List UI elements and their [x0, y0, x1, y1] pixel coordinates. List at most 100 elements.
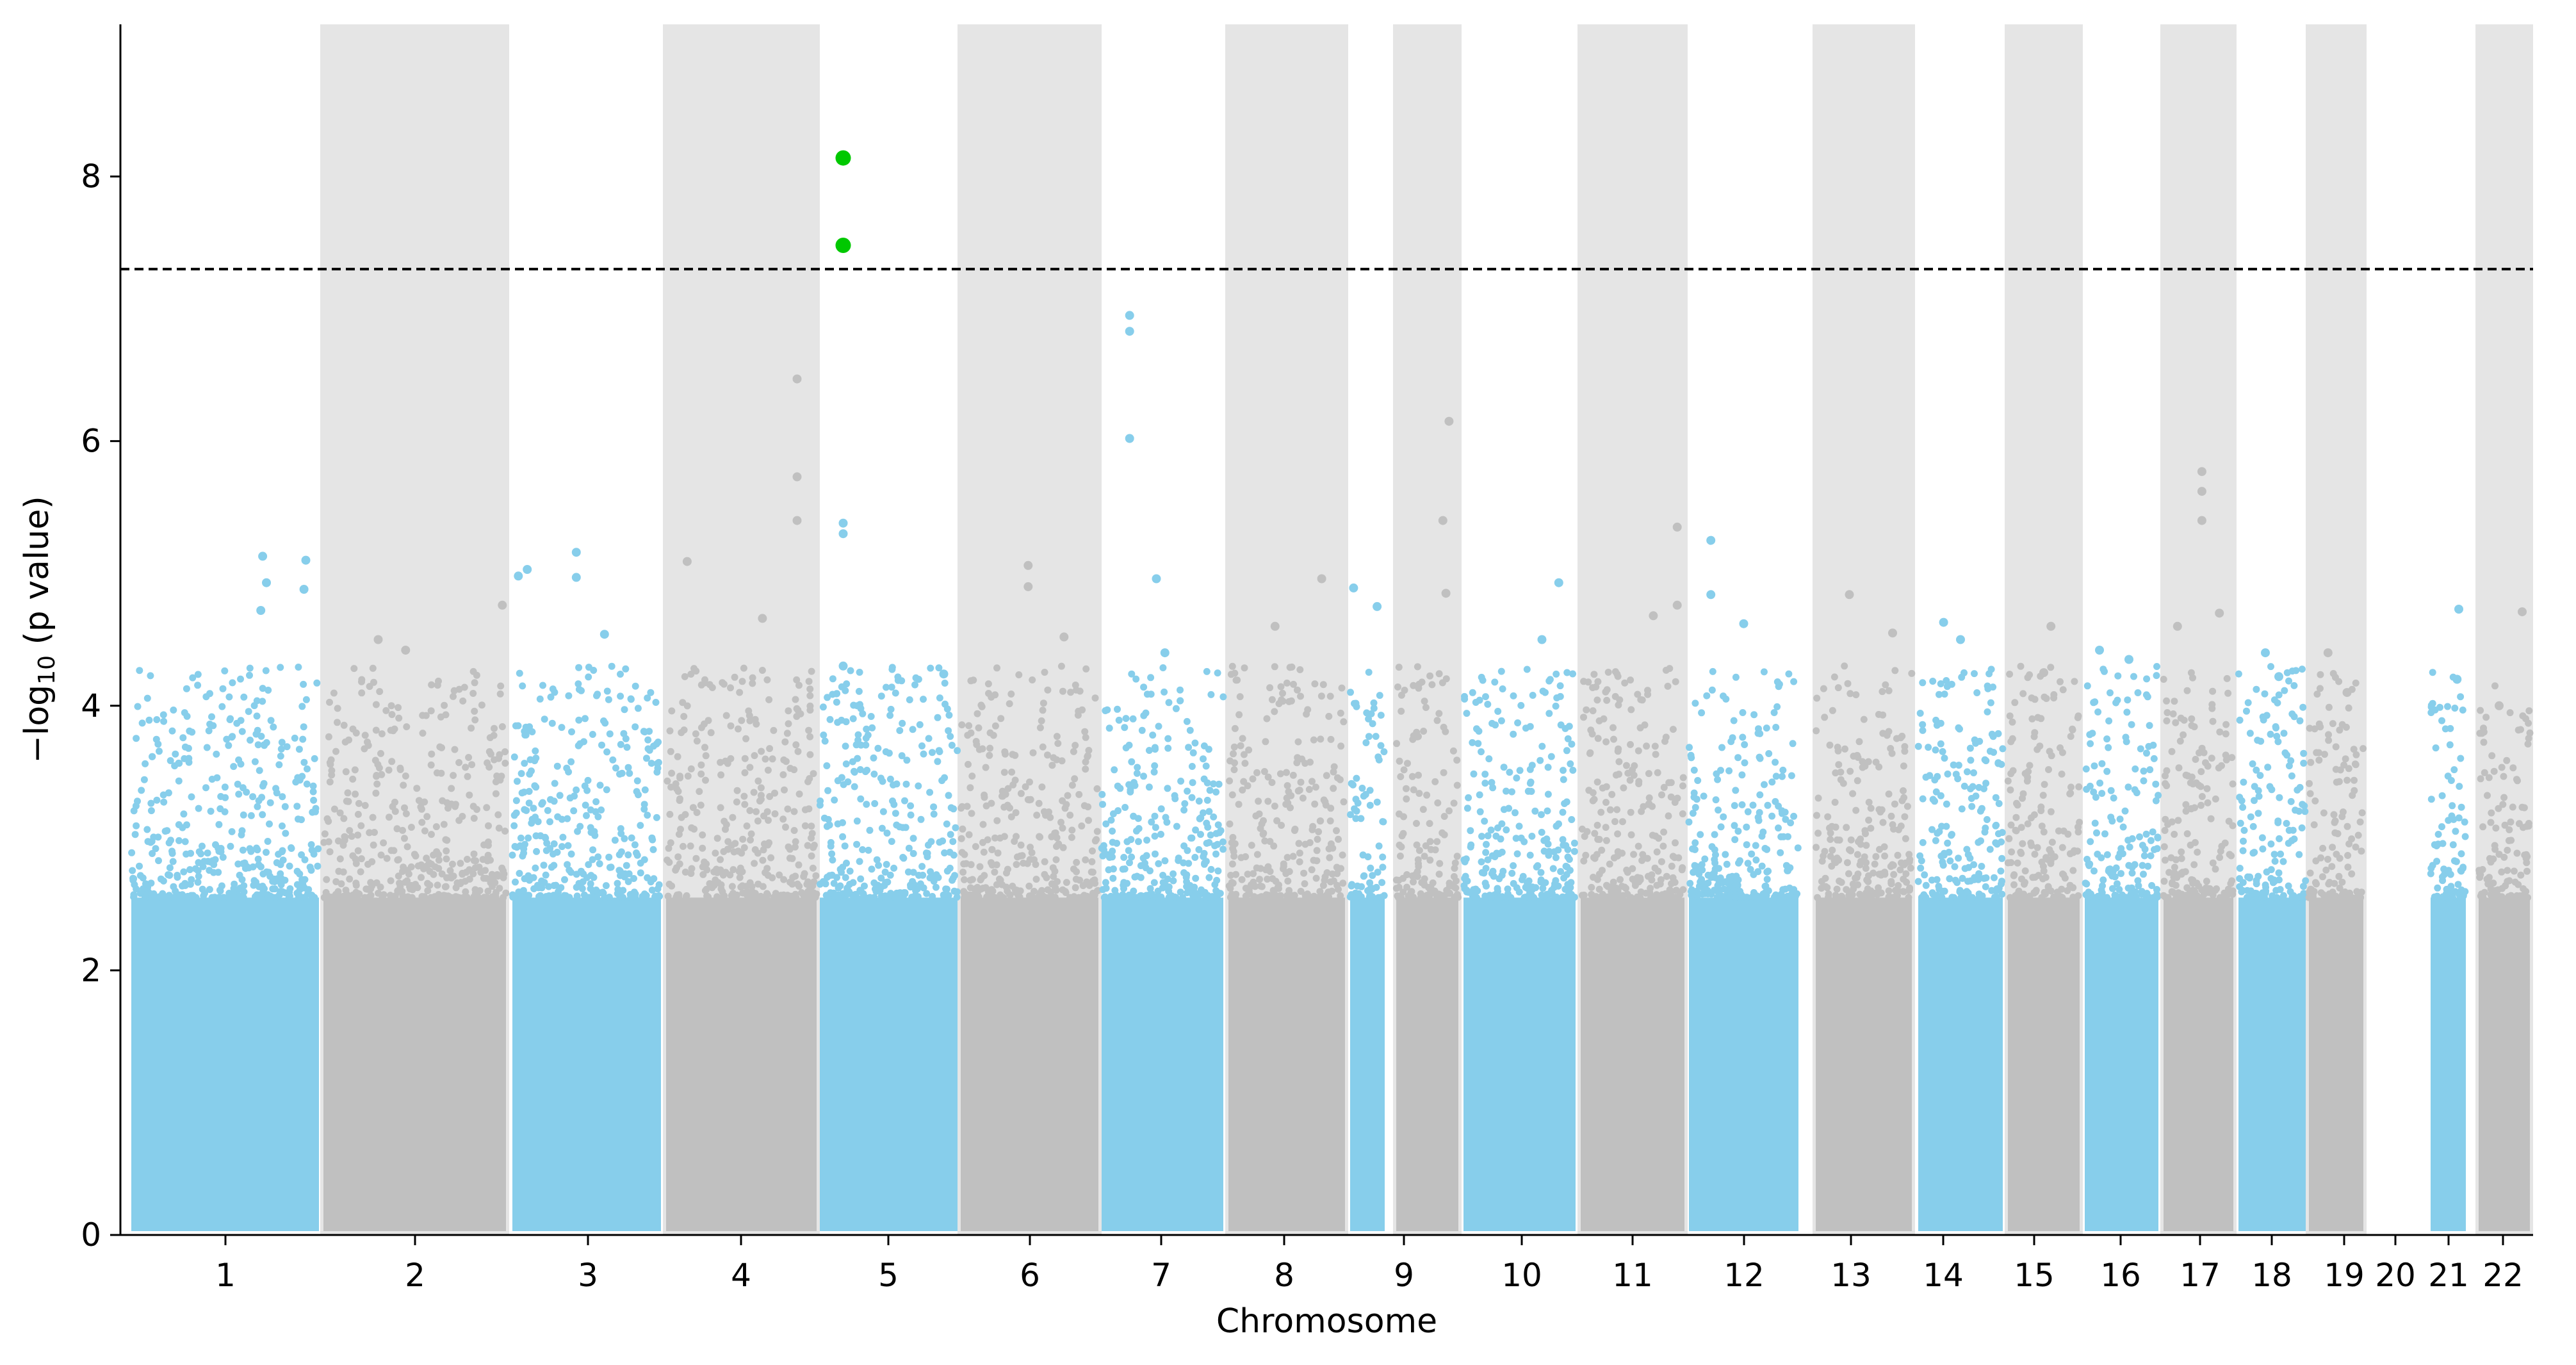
- x-tick-label-4: 4: [731, 1257, 751, 1294]
- snp-peak-chr12-1: [1673, 601, 1682, 610]
- snp-peak-chr15-0: [1939, 618, 1948, 627]
- snp-peak-chr14-0: [1845, 590, 1854, 599]
- snp-peak-chr13-2: [1740, 619, 1749, 628]
- x-tick-label-3: 3: [578, 1257, 598, 1294]
- x-tick-label-8: 8: [1274, 1257, 1294, 1294]
- significant-hit-0: [836, 151, 851, 166]
- snp-peak-chr1-4: [300, 585, 309, 594]
- snp-peak-chr16-1: [2039, 668, 2048, 677]
- snp-peak-chr5-1: [839, 529, 848, 538]
- chromosome-snps-1: [128, 664, 322, 1231]
- snp-cloud-body-4: [666, 897, 817, 1231]
- chromosome-snps-11: [1460, 666, 1578, 1232]
- x-axis-title: Chromosome: [1216, 1302, 1437, 1341]
- y-tick-label-0: 0: [81, 1216, 101, 1254]
- snp-peak-chr5-3: [940, 669, 949, 678]
- snp-peak-chr5-2: [839, 662, 848, 671]
- snp-peak-chr7-4: [1161, 648, 1170, 657]
- significant-hit-1: [836, 238, 851, 253]
- chromosome-snps-9: [1347, 669, 1388, 1231]
- x-tick-label-20: 20: [2375, 1257, 2416, 1294]
- snp-peak-chr6-2: [1059, 632, 1068, 641]
- snp-peak-chr2-1: [401, 646, 410, 655]
- snp-peak-chr13-1: [1706, 590, 1715, 599]
- x-tick-label-6: 6: [1020, 1257, 1040, 1294]
- snp-peak-chr21-1: [2452, 675, 2461, 684]
- snp-peak-chr3-4: [600, 630, 609, 639]
- snp-peak-chr15-1: [1956, 635, 1965, 644]
- snp-peak-chr3-0: [514, 571, 523, 580]
- snp-peak-chr4-1: [793, 375, 802, 384]
- snp-cloud-body-21: [2431, 897, 2466, 1231]
- x-tick-label-2: 2: [405, 1257, 425, 1294]
- snp-peak-chr4-3: [793, 516, 802, 525]
- y-tick-label-4: 4: [81, 687, 101, 724]
- snp-peak-chr18-3: [2173, 622, 2182, 631]
- y-axis-title: −log10 (p value): [18, 496, 60, 763]
- snp-peak-chr11-1: [1538, 635, 1547, 644]
- snp-cloud-body-9: [1350, 897, 1385, 1231]
- snp-peak-chr16-0: [2046, 622, 2055, 631]
- snp-peak-chr3-2: [572, 548, 581, 557]
- snp-cloud-body-10: [1396, 897, 1458, 1231]
- x-tick-label-5: 5: [878, 1257, 899, 1294]
- chromosome-snps-18: [2160, 669, 2237, 1231]
- y-tick-label-6: 6: [81, 423, 101, 460]
- chromosome-snps-13: [1686, 668, 1802, 1231]
- snp-cloud-body-14: [1816, 897, 1912, 1231]
- snp-peak-chr18-4: [2215, 609, 2224, 617]
- snp-peak-chr3-1: [523, 565, 532, 574]
- x-tick-label-14: 14: [1923, 1257, 1964, 1294]
- snp-peak-chr19-0: [2261, 648, 2270, 657]
- snp-cloud-body-7: [1102, 897, 1223, 1231]
- snp-peak-chr10-1: [1439, 516, 1447, 525]
- snp-peak-chr9-0: [1349, 584, 1358, 593]
- snp-peak-chr21-0: [2454, 605, 2463, 614]
- snp-peak-chr7-1: [1125, 327, 1134, 336]
- snp-peak-chr1-1: [262, 578, 271, 587]
- significant-hits: [836, 151, 851, 253]
- snp-cloud-body-1: [131, 897, 319, 1231]
- snp-peak-chr10-2: [1442, 589, 1451, 598]
- chromosome-snps-5: [817, 664, 961, 1231]
- x-tick-label-9: 9: [1394, 1257, 1414, 1294]
- snp-cloud-body-2: [323, 897, 506, 1231]
- snp-peak-chr2-2: [498, 601, 507, 610]
- snp-peak-chr22-1: [2495, 701, 2504, 710]
- y-axis-title-subscript: 10: [34, 655, 60, 685]
- snp-peak-chr1-2: [256, 606, 265, 615]
- y-tick-label-2: 2: [81, 952, 101, 989]
- snp-cloud-body-12: [1581, 897, 1684, 1231]
- snp-peak-chr4-4: [758, 614, 767, 623]
- x-tick-label-18: 18: [2251, 1257, 2292, 1294]
- snp-peak-chr10-0: [1444, 417, 1453, 426]
- snp-peak-chr1-0: [258, 552, 267, 560]
- chromosome-snps-19: [2235, 663, 2309, 1231]
- snp-peak-chr7-0: [1125, 311, 1134, 320]
- snp-cloud-body-15: [1918, 897, 2003, 1231]
- snp-cloud-body-19: [2238, 897, 2306, 1231]
- snp-peak-chr17-0: [2095, 646, 2104, 655]
- snp-peak-chr13-0: [1706, 536, 1715, 545]
- snp-peak-chr4-2: [793, 472, 802, 481]
- snp-peak-chr20-1: [2343, 688, 2352, 697]
- x-tick-label-15: 15: [2014, 1257, 2055, 1294]
- chromosome-snps-21: [2427, 669, 2469, 1231]
- snp-peak-chr5-0: [839, 519, 848, 528]
- y-axis-title-prefix: −log: [18, 685, 56, 764]
- snp-cloud-body-17: [2085, 897, 2158, 1231]
- chromosome-snps-17: [2082, 663, 2162, 1231]
- x-tick-label-7: 7: [1151, 1257, 1171, 1294]
- x-tick-label-17: 17: [2180, 1257, 2221, 1294]
- chromosome-snps-15: [1915, 666, 2007, 1231]
- y-tick-label-8: 8: [81, 158, 101, 195]
- snp-peak-chr7-2: [1125, 434, 1134, 443]
- snp-cloud-body-16: [2008, 897, 2080, 1231]
- snp-peak-chr18-1: [2197, 487, 2206, 496]
- snp-peak-chr14-1: [1888, 628, 1897, 637]
- snp-peak-chr22-0: [2518, 607, 2527, 616]
- chromosome-snps-7: [1098, 664, 1227, 1231]
- snp-peak-chr4-0: [683, 557, 692, 566]
